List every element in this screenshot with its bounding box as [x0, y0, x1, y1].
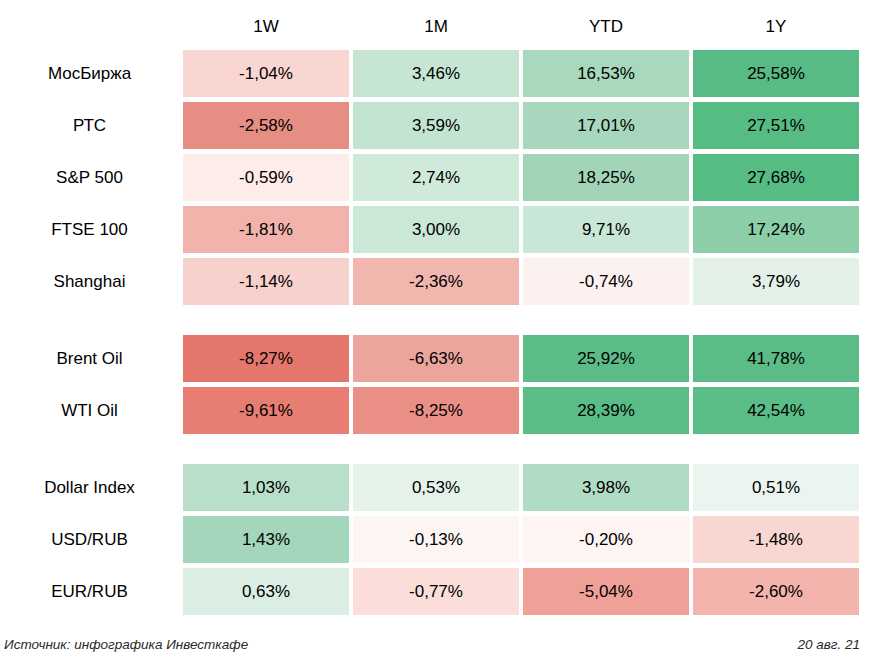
column-header-row: 1W 1M YTD 1Y — [0, 0, 874, 40]
row-label-column-spacer — [0, 14, 179, 40]
row-label: FTSE 100 — [0, 206, 179, 253]
heatmap-cell: -5,04% — [523, 568, 689, 615]
heatmap-cell: 0,53% — [353, 464, 519, 511]
heatmap-table: МосБиржа-1,04%3,46%16,53%25,58% РТС-2,58%… — [0, 50, 874, 615]
date-caption: 20 авг. 21 — [798, 637, 861, 652]
heatmap-cell: -1,81% — [183, 206, 349, 253]
row-label: Dollar Index — [0, 464, 179, 511]
heatmap-cell: 41,78% — [693, 335, 859, 382]
heatmap-cell: 16,53% — [523, 50, 689, 97]
performance-heatmap-infographic: 1W 1M YTD 1Y МосБиржа-1,04%3,46%16,53%25… — [0, 0, 874, 658]
heatmap-cell: 0,51% — [693, 464, 859, 511]
heatmap-cell: 27,51% — [693, 102, 859, 149]
heatmap-cell: 25,92% — [523, 335, 689, 382]
row-label: МосБиржа — [0, 50, 179, 97]
heatmap-cell: 17,24% — [693, 206, 859, 253]
heatmap-cell: 9,71% — [523, 206, 689, 253]
heatmap-cell: 2,74% — [353, 154, 519, 201]
heatmap-cell: -6,63% — [353, 335, 519, 382]
column-header-1y: 1Y — [693, 14, 859, 40]
heatmap-cell: -0,20% — [523, 516, 689, 563]
heatmap-cell: 18,25% — [523, 154, 689, 201]
heatmap-cell: 25,58% — [693, 50, 859, 97]
column-header-1m: 1M — [353, 14, 519, 40]
heatmap-cell: -2,58% — [183, 102, 349, 149]
row-label: S&P 500 — [0, 154, 179, 201]
heatmap-cell: -0,74% — [523, 258, 689, 305]
heatmap-cell: 3,46% — [353, 50, 519, 97]
heatmap-cell: 0,63% — [183, 568, 349, 615]
footer: Источник: инфографика Инвесткафе 20 авг.… — [0, 637, 874, 652]
heatmap-cell: -8,27% — [183, 335, 349, 382]
heatmap-group: Brent Oil-8,27%-6,63%25,92%41,78% WTI Oil… — [0, 335, 874, 434]
heatmap-cell: 3,98% — [523, 464, 689, 511]
heatmap-cell: -8,25% — [353, 387, 519, 434]
heatmap-cell: -1,04% — [183, 50, 349, 97]
heatmap-cell: -1,14% — [183, 258, 349, 305]
row-label: EUR/RUB — [0, 568, 179, 615]
column-header-ytd: YTD — [523, 14, 689, 40]
heatmap-cell: -0,77% — [353, 568, 519, 615]
heatmap-cell: -2,60% — [693, 568, 859, 615]
heatmap-cell: 42,54% — [693, 387, 859, 434]
heatmap-cell: 28,39% — [523, 387, 689, 434]
heatmap-cell: -0,59% — [183, 154, 349, 201]
heatmap-cell: 3,59% — [353, 102, 519, 149]
heatmap-cell: 27,68% — [693, 154, 859, 201]
row-label: USD/RUB — [0, 516, 179, 563]
heatmap-cell: 1,03% — [183, 464, 349, 511]
row-label: РТС — [0, 102, 179, 149]
heatmap-cell: -1,48% — [693, 516, 859, 563]
row-label: Shanghai — [0, 258, 179, 305]
heatmap-cell: 3,79% — [693, 258, 859, 305]
row-label: Brent Oil — [0, 335, 179, 382]
heatmap-cell: 1,43% — [183, 516, 349, 563]
heatmap-cell: 3,00% — [353, 206, 519, 253]
heatmap-cell: -0,13% — [353, 516, 519, 563]
heatmap-cell: -2,36% — [353, 258, 519, 305]
heatmap-group: МосБиржа-1,04%3,46%16,53%25,58% РТС-2,58%… — [0, 50, 874, 305]
column-header-1w: 1W — [183, 14, 349, 40]
heatmap-cell: 17,01% — [523, 102, 689, 149]
heatmap-cell: -9,61% — [183, 387, 349, 434]
heatmap-group: Dollar Index1,03%0,53%3,98%0,51% USD/RUB1… — [0, 464, 874, 615]
row-label: WTI Oil — [0, 387, 179, 434]
source-caption: Источник: инфографика Инвесткафе — [4, 637, 248, 652]
